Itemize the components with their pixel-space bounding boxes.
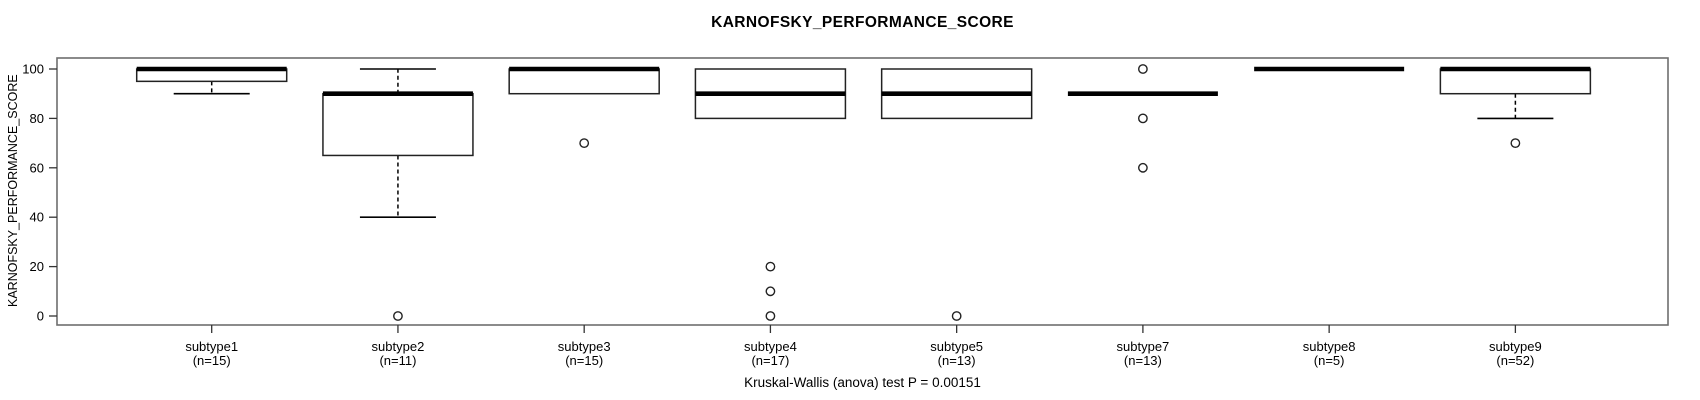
y-tick-label: 60 (30, 160, 44, 175)
outlier-point (1510, 138, 1521, 149)
y-tick-label: 20 (30, 259, 44, 274)
outlier-point (393, 311, 403, 321)
x-tick-label: subtype7 (1117, 339, 1170, 354)
outlier-point (1138, 113, 1148, 124)
outlier-point (579, 138, 590, 149)
outlier-point (1138, 162, 1148, 173)
x-tick-label: subtype3 (558, 339, 611, 354)
x-tick-label: subtype8 (1303, 339, 1356, 354)
y-tick-label: 100 (22, 62, 44, 77)
stat-test-annotation: Kruskal-Wallis (anova) test P = 0.00151 (744, 375, 981, 390)
y-tick-label: 80 (30, 111, 44, 126)
x-tick-label: subtype1 (185, 339, 238, 354)
x-tick-label: subtype9 (1489, 339, 1542, 354)
plot-border (56, 57, 1669, 326)
box (508, 68, 660, 95)
outlier-point (951, 311, 962, 321)
outlier-point (1138, 64, 1148, 74)
outlier-point (765, 261, 776, 272)
x-tick-sublabel: (n=13) (938, 353, 976, 368)
x-tick-sublabel: (n=11) (379, 353, 416, 368)
x-tick-sublabel: (n=13) (1124, 353, 1162, 368)
x-tick-sublabel: (n=15) (565, 353, 603, 368)
x-tick-sublabel: (n=17) (751, 353, 789, 368)
x-tick-label: subtype4 (744, 339, 797, 354)
y-tick-label: 0 (37, 309, 44, 324)
y-tick-label: 40 (30, 210, 44, 225)
x-tick-sublabel: (n=52) (1496, 353, 1534, 368)
outlier-point (765, 311, 776, 321)
outlier-point (765, 286, 776, 297)
x-tick-label: subtype5 (930, 339, 983, 354)
box (322, 92, 474, 157)
box (1439, 68, 1592, 95)
x-tick-label: subtype2 (372, 339, 425, 354)
x-tick-sublabel: (n=15) (193, 353, 231, 368)
x-tick-sublabel: (n=5) (1314, 353, 1345, 368)
chart-title: KARNOFSKY_PERFORMANCE_SCORE (711, 14, 1014, 31)
